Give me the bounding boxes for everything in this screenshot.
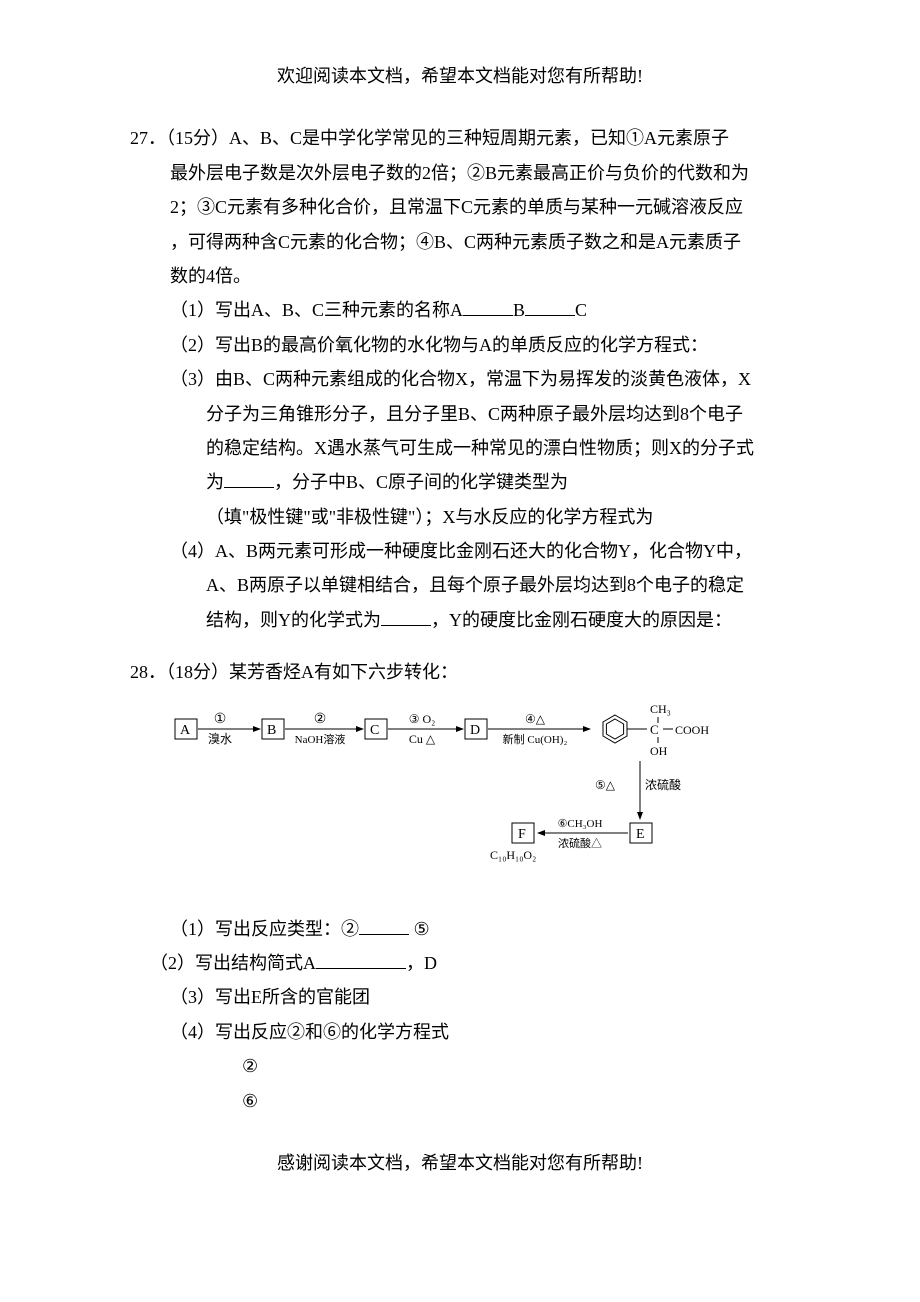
a3b: Cu △	[409, 732, 436, 746]
q27-p1: （1）写出A、B、C三种元素的名称A B C	[130, 294, 790, 326]
q27-num: 27．（15分）	[130, 128, 229, 148]
q27-p3a: （3）由B、C两种元素组成的化合物X，常温下为易挥发的淡黄色液体，X	[130, 363, 790, 395]
q28-p2: （2）写出结构简式A ，D	[130, 947, 790, 979]
q27-intro5: 数的4倍。	[130, 260, 790, 292]
a1b: 溴水	[208, 732, 232, 746]
q27-intro3: 2；③C元素有多种化合价，且常温下C元素的单质与某种一元碱溶液反应	[130, 191, 790, 223]
question-28: 28．（18分）某芳香烃A有如下六步转化： A B C D ① 溴水 ② NaO	[130, 656, 790, 1117]
q28-p4-6: ⑥	[130, 1085, 790, 1117]
blank-x	[224, 470, 274, 488]
q27-intro4: ，可得两种含C元素的化合物；④B、C两种元素质子数之和是A元素质子	[130, 226, 790, 258]
box-f: F	[518, 827, 526, 842]
box-c: C	[370, 723, 379, 738]
q28-p4: （4）写出反应②和⑥的化学方程式	[130, 1016, 790, 1048]
a5b: 浓硫酸	[645, 777, 681, 792]
reaction-diagram: A B C D ① 溴水 ② NaOH溶液 ③ O₂ Cu △ ④△ 新制 Cu…	[130, 691, 790, 911]
box-e: E	[636, 827, 645, 842]
prod-cooh: COOH	[675, 723, 709, 737]
q27-intro1: A、B、C是中学化学常见的三种短周期元素，已知①A元素原子	[229, 128, 729, 148]
q28-num: 28．（18分）	[130, 662, 229, 682]
q27-p4b: A、B两原子以单键相结合，且每个原子最外层均达到8个电子的稳定	[130, 569, 790, 601]
q27-p3c: 的稳定结构。X遇水蒸气可生成一种常见的漂白性物质；则X的分子式	[130, 432, 790, 464]
prod-ch3: CH₃	[650, 702, 671, 716]
q27-p2: （2）写出B的最高价氧化物的水化物与A的单质反应的化学方程式：	[130, 329, 790, 361]
a3t: ③ O₂	[409, 712, 436, 726]
q28-p3: （3）写出E所含的官能团	[130, 981, 790, 1013]
q28-p1b: ⑤	[409, 919, 430, 939]
a2t: ②	[314, 712, 327, 727]
q28-p2a: （2）写出结构简式A	[150, 953, 316, 973]
q28-p4-2: ②	[130, 1050, 790, 1082]
box-d: D	[470, 723, 480, 738]
q27-p3e: ，分子中B、C原子间的化学键类型为	[274, 472, 568, 492]
a4t: ④△	[525, 712, 546, 726]
q27-intro2: 最外层电子数是次外层电子数的2倍；②B元素最高正价与负价的代数和为	[130, 157, 790, 189]
q27-p4d: ，Y的硬度比金刚石硬度大的原因是：	[431, 610, 732, 630]
header-note: 欢迎阅读本文档，希望本文档能对您有所帮助!	[130, 60, 790, 92]
q27-p4a: （4）A、B两元素可形成一种硬度比金刚石还大的化合物Y，化合物Y中，	[130, 535, 790, 567]
footer-note: 感谢阅读本文档，希望本文档能对您有所帮助!	[130, 1147, 790, 1179]
q28-intro: 某芳香烃A有如下六步转化：	[229, 662, 458, 682]
a6b: 浓硫酸△	[558, 836, 602, 850]
q28-line1: 28．（18分）某芳香烃A有如下六步转化：	[130, 656, 790, 688]
box-b: B	[267, 723, 276, 738]
box-a: A	[180, 723, 191, 738]
prod-oh: OH	[650, 744, 668, 758]
q27-p3b: 分子为三角锥形分子，且分子里B、C两种原子最外层均达到8个电子	[130, 398, 790, 430]
q27-p1a: （1）写出A、B、C三种元素的名称A	[170, 300, 463, 320]
f-formula: C₁₀H₁₀O₂	[490, 848, 536, 862]
q28-p1a: （1）写出反应类型：②	[170, 919, 359, 939]
a2b: NaOH溶液	[295, 732, 346, 746]
q28-p2b: ，D	[406, 953, 437, 973]
q27-p3f: （填"极性键"或"非极性键"）；X与水反应的化学方程式为	[130, 501, 790, 533]
q27-p4c-line: 结构，则Y的化学式为 ，Y的硬度比金刚石硬度大的原因是：	[130, 604, 790, 636]
a5: ⑤△	[595, 778, 616, 792]
diagram-svg: A B C D ① 溴水 ② NaOH溶液 ③ O₂ Cu △ ④△ 新制 Cu…	[170, 701, 750, 901]
q27-p4c: 结构，则Y的化学式为	[206, 610, 381, 630]
q27-p3d: 为	[206, 472, 224, 492]
blank-b	[525, 298, 575, 316]
blank-r2	[359, 917, 409, 935]
a4b: 新制 Cu(OH)₂	[503, 732, 568, 746]
q27-p1c: C	[575, 300, 587, 320]
blank-a	[463, 298, 513, 316]
q27-p3d-line: 为 ，分子中B、C原子间的化学键类型为	[130, 466, 790, 498]
q27-line1: 27．（15分）A、B、C是中学化学常见的三种短周期元素，已知①A元素原子	[130, 122, 790, 154]
prod-c: C	[650, 722, 659, 737]
blank-y	[381, 608, 431, 626]
a1t: ①	[214, 712, 227, 727]
blank-A	[316, 951, 406, 969]
q28-p1: （1）写出反应类型：② ⑤	[130, 913, 790, 945]
question-27: 27．（15分）A、B、C是中学化学常见的三种短周期元素，已知①A元素原子 最外…	[130, 122, 790, 636]
q27-p1b: B	[513, 300, 525, 320]
a6t: ⑥CH₃OH	[558, 818, 603, 830]
